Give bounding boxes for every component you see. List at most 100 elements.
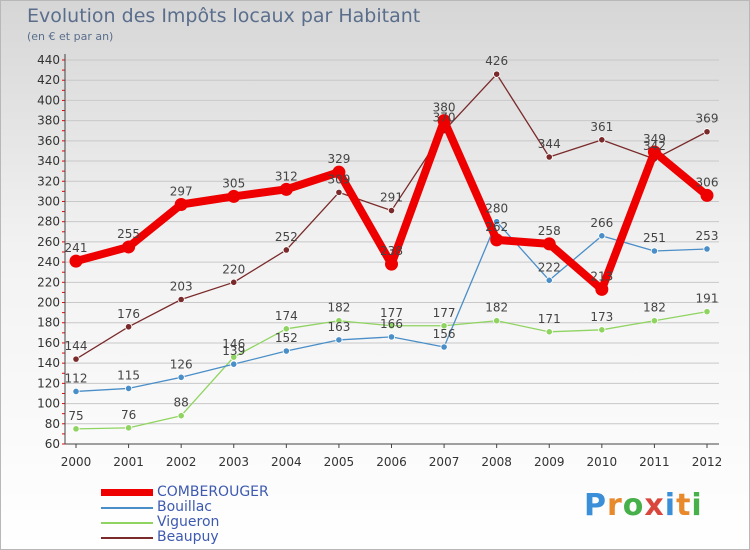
data-point — [230, 278, 238, 286]
data-label: 342 — [643, 139, 666, 153]
data-label: 171 — [538, 312, 561, 326]
data-label: 88 — [174, 396, 189, 410]
data-point — [647, 145, 661, 159]
data-point — [493, 317, 501, 325]
data-label: 173 — [590, 310, 613, 324]
data-label: 182 — [643, 301, 666, 315]
data-point — [545, 276, 553, 284]
legend-label: Beaupuy — [157, 529, 219, 545]
data-point — [545, 328, 553, 336]
x-tick-label: 2001 — [113, 455, 144, 469]
x-tick-label: 2011 — [639, 455, 670, 469]
y-tick-label: 200 — [37, 296, 60, 310]
legend-label: Vigueron — [157, 514, 220, 530]
x-tick-label: 2009 — [534, 455, 565, 469]
data-label: 222 — [538, 260, 561, 274]
y-tick-label: 180 — [37, 316, 60, 330]
data-label: 182 — [485, 301, 508, 315]
data-point — [493, 70, 501, 78]
data-point — [437, 114, 451, 128]
y-tick-label: 440 — [37, 53, 60, 67]
legend-swatch — [101, 537, 153, 539]
data-point — [72, 355, 80, 363]
data-point — [230, 353, 238, 361]
data-label: 156 — [433, 327, 456, 341]
data-label: 306 — [696, 175, 719, 189]
axes: 60 80 100 120 140 160 180 200 220 240 260 280 300 320… — [37, 53, 722, 469]
data-point — [230, 360, 238, 368]
data-label: 361 — [590, 120, 613, 134]
data-point — [335, 336, 343, 344]
x-tick-label: 2003 — [218, 455, 249, 469]
data-label: 144 — [65, 339, 88, 353]
data-point — [440, 343, 448, 351]
data-label: 309 — [327, 172, 350, 186]
y-tick-label: 320 — [37, 174, 60, 188]
data-point — [650, 317, 659, 325]
data-point — [72, 387, 80, 396]
data-point — [703, 128, 711, 136]
data-point — [650, 247, 659, 255]
data-label: 182 — [327, 301, 350, 315]
data-label: 220 — [222, 262, 245, 276]
y-tick-label: 100 — [37, 397, 60, 411]
y-tick-label: 260 — [37, 235, 60, 249]
data-label: 115 — [117, 368, 140, 382]
data-label: 253 — [696, 229, 719, 243]
data-point — [122, 240, 136, 254]
y-tick-label: 400 — [37, 93, 60, 107]
data-point — [493, 218, 501, 226]
data-label: 266 — [590, 216, 613, 230]
legend-swatch — [101, 522, 153, 524]
data-label: 213 — [590, 269, 613, 283]
data-point — [598, 326, 606, 334]
y-tick-label: 140 — [37, 356, 60, 370]
data-point — [124, 424, 133, 432]
data-point — [177, 295, 185, 304]
y-tick-label: 360 — [37, 134, 60, 148]
data-point — [177, 412, 185, 420]
data-label: 252 — [275, 230, 298, 244]
legend-swatch — [101, 507, 153, 509]
data-label: 163 — [327, 320, 350, 334]
data-label: 177 — [380, 306, 403, 320]
data-point — [124, 384, 133, 393]
x-tick-label: 2010 — [587, 455, 618, 469]
data-label: 329 — [327, 152, 350, 166]
data-point — [703, 308, 711, 316]
data-point — [69, 254, 83, 268]
y-tick-label: 60 — [45, 437, 60, 451]
data-label: 76 — [121, 408, 136, 422]
y-tick-label: 380 — [37, 114, 60, 128]
data-label: 251 — [643, 231, 666, 245]
data-label: 255 — [117, 227, 140, 241]
x-tick-label: 2008 — [481, 455, 512, 469]
data-point — [703, 245, 711, 253]
legend-label: Bouillac — [157, 499, 212, 515]
data-point — [545, 153, 553, 161]
legend-swatch — [101, 489, 153, 496]
y-tick-label: 220 — [37, 275, 60, 289]
data-point — [227, 189, 241, 203]
data-point — [174, 198, 188, 212]
proxiti-logo: Proxiti — [584, 488, 703, 523]
data-label: 238 — [380, 244, 403, 258]
data-labels: 144 176 203 220 252 309 291 370 426 344 361 342 369 7… — [65, 54, 719, 423]
x-tick-label: 2006 — [376, 455, 407, 469]
data-point — [335, 317, 343, 325]
data-point — [542, 237, 556, 251]
data-label: 291 — [380, 191, 403, 205]
data-label: 349 — [643, 132, 666, 146]
data-point — [387, 333, 396, 341]
data-label: 152 — [275, 331, 298, 345]
data-point — [279, 182, 293, 196]
data-point — [387, 322, 396, 330]
data-point — [332, 165, 346, 179]
data-label: 112 — [65, 371, 88, 385]
data-label: 75 — [68, 409, 83, 423]
y-tick-label: 280 — [37, 215, 60, 229]
y-tick-label: 420 — [37, 73, 60, 87]
series-lines — [69, 70, 714, 433]
chart-subtitle: (en € et par an) — [27, 30, 114, 43]
data-label: 297 — [170, 185, 193, 199]
